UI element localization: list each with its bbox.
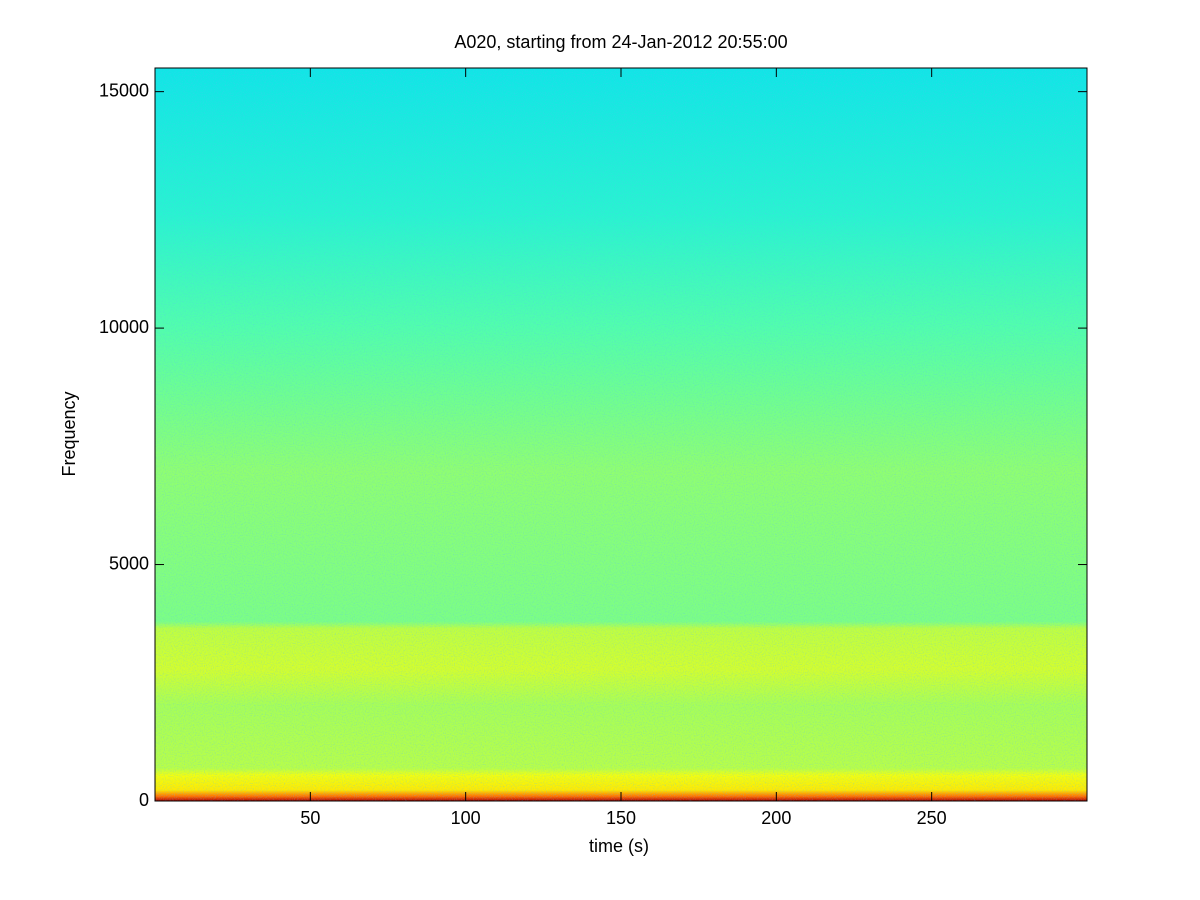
y-tick-label: 0	[139, 790, 149, 810]
x-tick-label: 250	[917, 808, 947, 828]
plot-area	[154, 67, 1088, 802]
x-axis-label: time (s)	[589, 836, 649, 856]
y-axis-label: Frequency	[59, 391, 79, 476]
spectrogram-texture	[155, 68, 1087, 801]
x-tick-label: 100	[451, 808, 481, 828]
chart-title: A020, starting from 24-Jan-2012 20:55:00	[454, 32, 787, 52]
y-tick-label: 5000	[109, 553, 149, 573]
y-tick-label: 10000	[99, 317, 149, 337]
x-tick-label: 200	[761, 808, 791, 828]
x-tick-label: 150	[606, 808, 636, 828]
x-tick-label: 50	[300, 808, 320, 828]
y-tick-label: 15000	[99, 80, 149, 100]
